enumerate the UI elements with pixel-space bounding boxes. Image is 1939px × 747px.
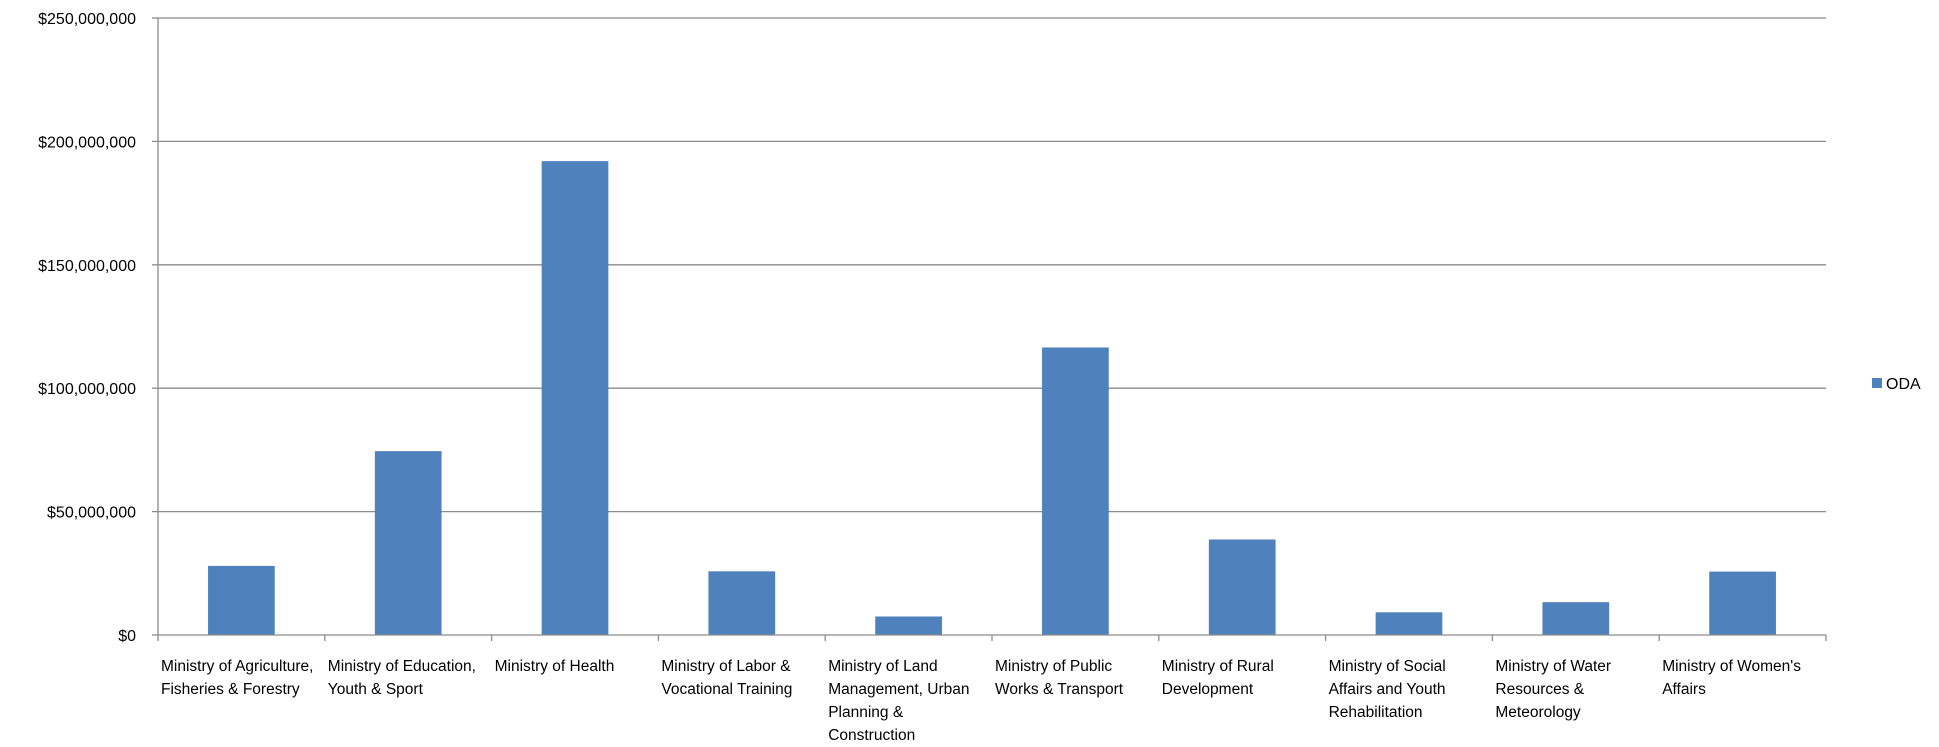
x-tick-label: Ministry of Water Resources & Meteorolog… <box>1495 658 1612 721</box>
x-tick-label: Ministry of Health <box>494 658 615 675</box>
y-tick-label: $50,000,000 <box>47 505 136 522</box>
x-tick-label: Ministry of Rural Development <box>1161 658 1274 698</box>
legend-label-oda: ODA <box>1886 376 1921 393</box>
x-tick-label: Ministry of Agriculture, Fisheries & For… <box>161 658 314 698</box>
bars <box>208 161 1776 636</box>
bar <box>1042 347 1109 635</box>
x-tick-label: Ministry of Public Works & Transport <box>995 658 1124 698</box>
bar <box>1709 571 1776 635</box>
y-tick-label: $250,000,000 <box>38 11 136 28</box>
bar <box>208 565 275 635</box>
axes <box>157 18 1827 641</box>
x-tick-label: Ministry of Women's Affairs <box>1662 658 1801 698</box>
legend-swatch-oda <box>1872 378 1882 388</box>
x-tick-label: Ministry of Education, Youth & Sport <box>327 658 476 698</box>
legend: ODA <box>1872 376 1921 393</box>
bar <box>1208 539 1276 635</box>
y-tick-label: $100,000,000 <box>38 381 136 398</box>
y-tick-label: $200,000,000 <box>38 134 136 151</box>
bar <box>875 616 942 635</box>
bar <box>541 161 609 636</box>
bar <box>1375 612 1443 635</box>
y-tick-label: $0 <box>118 628 136 645</box>
y-axis-tick-labels: $0 $50,000,000 $100,000,000 $150,000,000 $20… <box>38 11 136 645</box>
x-tick-label: Ministry of Labor & Vocational Training <box>661 658 793 698</box>
bar <box>1542 602 1610 635</box>
bar <box>708 571 776 635</box>
y-tick-label: $150,000,000 <box>38 258 136 275</box>
x-tick-label: Ministry of Land Management, Urban Plann… <box>828 658 970 744</box>
x-tick-label: Ministry of Social Affairs and Youth Reh… <box>1328 658 1446 721</box>
bar <box>374 451 442 635</box>
